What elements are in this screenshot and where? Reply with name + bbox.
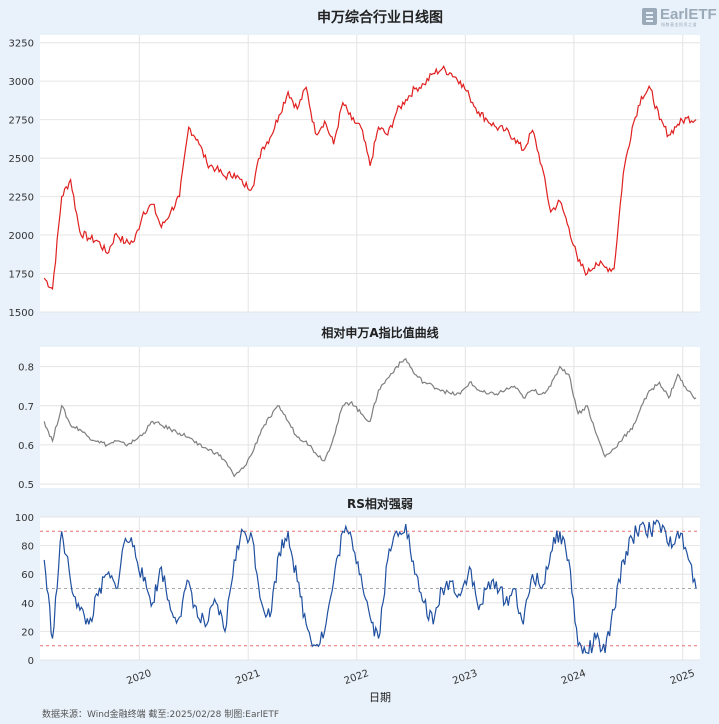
y-tick-label: 80	[21, 542, 34, 553]
earletf-logo: EarlETF 指数基金投资之道	[640, 5, 717, 29]
series-line-2	[43, 357, 697, 478]
x-tick-label: 2021	[234, 668, 262, 687]
panel-title: 相对申万A指比值曲线	[321, 325, 438, 340]
y-tick-label: 2750	[9, 116, 34, 127]
y-tick-label: 0	[28, 656, 34, 667]
panel-title: 申万综合行业日线图	[317, 9, 443, 26]
y-tick-label: 0.6	[18, 441, 34, 452]
y-tick-label: 2250	[9, 193, 34, 204]
y-tick-label: 100	[15, 513, 34, 524]
x-tick-label: 2025	[669, 668, 697, 687]
y-tick-label: 1500	[9, 308, 34, 319]
y-tick-label: 3250	[9, 39, 34, 50]
x-tick-label: 2020	[125, 668, 153, 687]
y-tick-label: 40	[21, 599, 34, 610]
y-tick-label: 0.8	[18, 363, 34, 374]
y-tick-label: 0.7	[18, 402, 34, 413]
x-axis-label: 日期	[369, 691, 391, 704]
y-tick-label: 1750	[9, 270, 34, 281]
series-line-1	[43, 64, 697, 291]
series-line-3	[43, 519, 697, 655]
y-tick-label: 60	[21, 570, 34, 581]
y-tick-label: 2000	[9, 231, 34, 242]
panel-title: RS相对强弱	[347, 496, 413, 511]
x-tick-label: 2024	[560, 668, 588, 687]
logo-name: EarlETF	[660, 6, 717, 23]
x-tick-label: 2022	[343, 668, 371, 687]
x-tick-label: 2023	[451, 668, 479, 687]
logo-icon	[642, 8, 657, 25]
y-tick-label: 2500	[9, 154, 34, 165]
logo-tagline: 指数基金投资之道	[661, 22, 697, 27]
y-tick-label: 3000	[9, 77, 34, 88]
y-tick-label: 0.5	[18, 480, 34, 491]
y-tick-label: 20	[21, 627, 34, 638]
source-footnote: 数据来源：Wind金融终端 截至:2025/02/28 制图:EarlETF	[42, 710, 280, 720]
